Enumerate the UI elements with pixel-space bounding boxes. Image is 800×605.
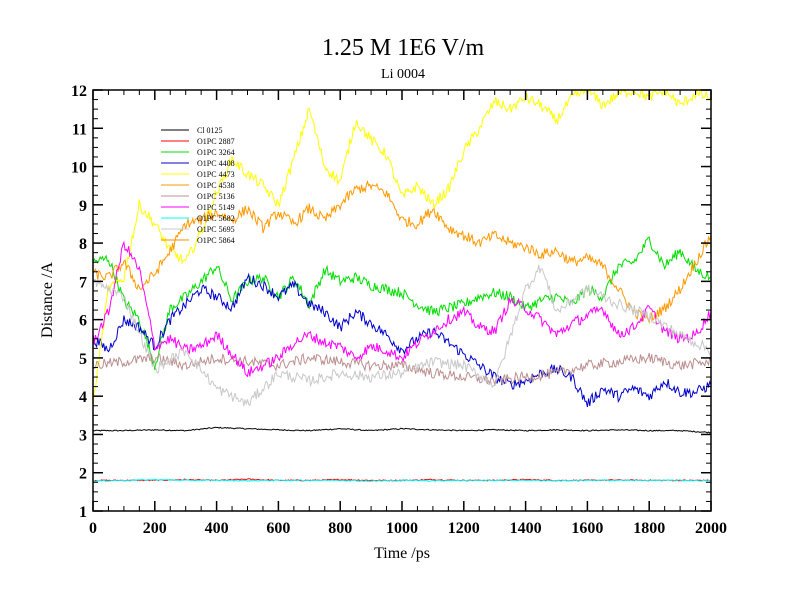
legend-label: O1PC 4408	[197, 159, 235, 168]
y-tick-label: 6	[79, 313, 87, 330]
x-tick-label: 2000	[695, 520, 727, 537]
x-tick-label: 800	[328, 520, 352, 537]
legend-label: O1PC 5136	[197, 192, 235, 201]
y-tick-label: 10	[71, 160, 87, 177]
legend-label: O1PC 5682	[197, 214, 235, 223]
legend-label: O1PC 4538	[197, 181, 235, 190]
y-tick-label: 4	[79, 389, 87, 406]
legend-label: O1PC 3264	[197, 148, 235, 157]
legend-label: Cl 0125	[197, 126, 223, 135]
y-tick-label: 3	[79, 427, 87, 444]
y-tick-label: 7	[79, 274, 87, 291]
x-tick-label: 1200	[448, 520, 480, 537]
x-tick-label: 1800	[633, 520, 665, 537]
x-axis-label: Time /ps	[374, 545, 430, 562]
y-tick-label: 12	[71, 83, 87, 100]
chart-subtitle: Li 0004	[381, 67, 425, 82]
y-tick-label: 11	[72, 121, 87, 138]
legend-label: O1PC 5864	[197, 236, 235, 245]
series-line-2	[92, 236, 711, 371]
x-tick-label: 1000	[386, 520, 418, 537]
series-line-9	[92, 264, 712, 407]
y-tick-label: 5	[79, 351, 87, 368]
chart-title: 1.25 M 1E6 V/m	[322, 35, 485, 61]
x-tick-label: 400	[205, 520, 229, 537]
series-line-5	[92, 179, 712, 325]
legend-label: O1PC 5695	[197, 225, 235, 234]
y-tick-label: 9	[79, 198, 87, 215]
series-line-0	[92, 426, 712, 434]
legend-label: O1PC 2887	[197, 137, 235, 146]
plot-frame	[92, 89, 712, 512]
x-tick-label: 1400	[510, 520, 542, 537]
legend-label: O1PC 5149	[197, 203, 235, 212]
legend-label: O1PC 4473	[197, 170, 235, 179]
y-tick-label: 2	[79, 466, 87, 483]
x-tick-label: 1600	[571, 520, 603, 537]
x-tick-label: 200	[143, 520, 167, 537]
series-line-3	[92, 272, 712, 408]
x-tick-label: 0	[89, 520, 97, 537]
y-tick-label: 1	[79, 504, 87, 521]
y-tick-label: 8	[79, 236, 87, 253]
y-axis-label: Distance /A	[39, 262, 56, 338]
legend: Cl 0125 O1PC 2887 O1PC 3264 O1PC 4408 O1PC 4…	[161, 126, 235, 245]
series-line-4	[92, 88, 712, 409]
series-line-7	[92, 240, 712, 378]
x-tick-label: 600	[266, 520, 290, 537]
series-line-8	[92, 478, 712, 483]
